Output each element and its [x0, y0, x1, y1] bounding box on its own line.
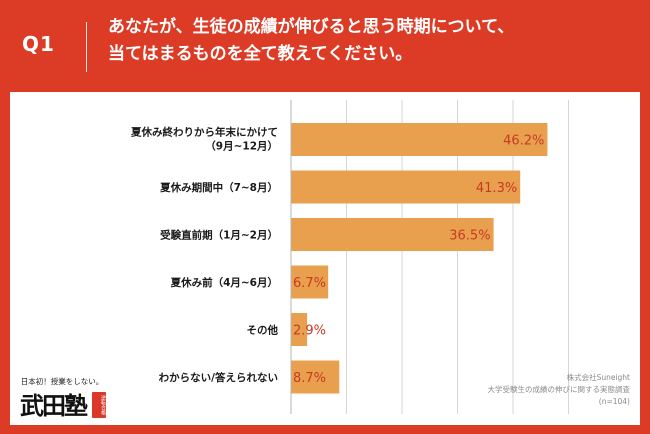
bar-4 [291, 313, 308, 346]
category-label-0-line-0: 夏休み終わりから年末にかけて [130, 126, 278, 139]
category-label-1: 夏休み期間中（7~8月） [159, 181, 278, 194]
question-header: Q1 あなたが、生徒の成績が伸びると思う時期について、 当てはまるものを全て教え… [0, 0, 650, 90]
category-label-4: その他 [247, 324, 279, 337]
value-label-1: 41.3% [476, 181, 517, 196]
bar-0 [291, 123, 548, 156]
value-label-0: 46.2% [503, 134, 544, 149]
header-divider [86, 22, 87, 72]
category-label-5: わからない/答えられない [159, 371, 278, 384]
category-label-0-line-1: （9月~12月） [205, 140, 278, 153]
source-sample-size: (n=104) [598, 397, 630, 406]
question-line-1: あなたが、生徒の成績が伸びると思う時期について、 [108, 17, 515, 37]
category-label-3: 夏休み前（4月~6月） [170, 276, 278, 289]
bar-3 [291, 265, 329, 299]
question-number: Q1 [22, 32, 55, 56]
bar-chart: 46.2% 夏休み終わりから年末にかけて（9月~12月） 41.3% 夏休み期間中（7… [130, 100, 569, 414]
bar-5 [291, 360, 340, 394]
logo-tagline: 日本初！授業をしない。 [20, 377, 104, 386]
value-label-3: 6.7% [293, 276, 326, 291]
source-survey: 大学受験生の成績の伸びに関する実態調査 [487, 385, 631, 394]
category-label-2: 受験直前期（1月~2月） [160, 229, 278, 242]
value-label-5: 8.7% [293, 371, 326, 386]
bar-2 [291, 218, 494, 251]
source-note: 株式会社Suneight 大学受験生の成績の伸びに関する実態調査 (n=104) [370, 372, 631, 408]
bar-1 [291, 170, 521, 204]
logo-stamp: 逆転合格 [92, 392, 106, 418]
question-text: あなたが、生徒の成績が伸びると思う時期について、 当てはまるものを全て教えてくだ… [108, 14, 628, 68]
source-company: 株式会社Suneight [566, 373, 630, 382]
value-label-2: 36.5% [449, 229, 490, 244]
value-label-4: 2.9% [293, 324, 326, 339]
takedajuku-logo: 日本初！授業をしない。 武田塾 逆転合格 [16, 376, 108, 422]
chart-panel: 46.2% 夏休み終わりから年末にかけて （9月~12月） 41.3% 夏休み期間中（7… [10, 92, 640, 425]
question-line-2: 当てはまるものを全て教えてください。 [108, 44, 413, 64]
logo-name: 武田塾 [20, 391, 88, 420]
